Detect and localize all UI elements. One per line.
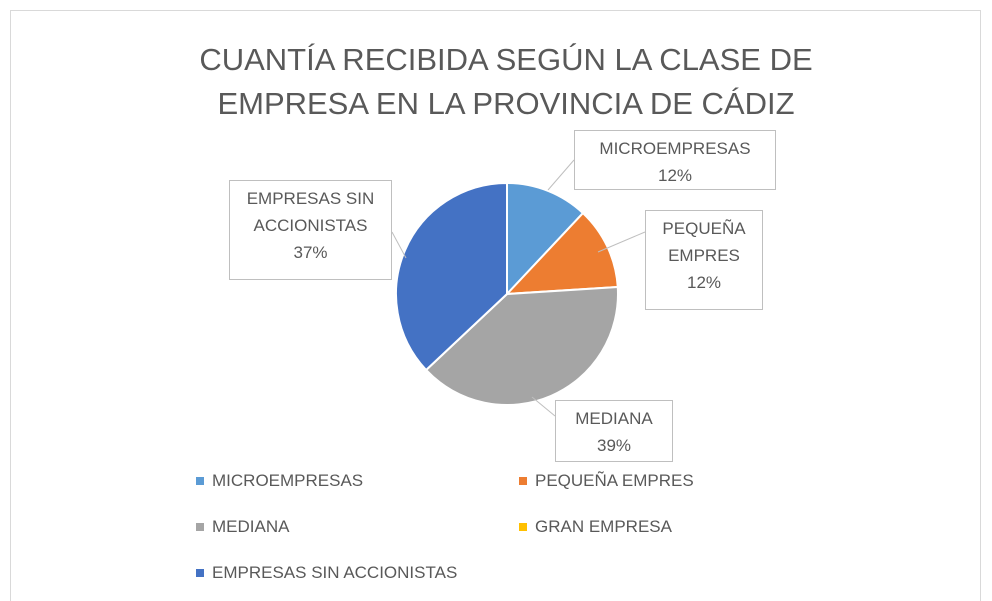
data-label-value: 39% <box>596 436 632 455</box>
data-label-category: EMPRESAS SIN ACCIONISTAS <box>246 189 375 235</box>
legend-text: GRAN EMPRESA <box>535 517 672 536</box>
legend-swatch <box>519 523 527 531</box>
legend-text: EMPRESAS SIN ACCIONISTAS <box>212 563 458 582</box>
pie-slice <box>425 286 619 406</box>
legend-label: GRAN EMPRESA <box>535 517 672 537</box>
legend-swatch <box>519 477 527 485</box>
legend-label: PEQUEÑA EMPRES <box>535 471 694 491</box>
legend-label: EMPRESAS SIN ACCIONISTAS <box>212 563 457 583</box>
legend-label: MICROEMPRESAS <box>212 471 363 491</box>
data-label: EMPRESAS SIN ACCIONISTAS 37% <box>229 180 392 280</box>
legend-swatch <box>196 477 204 485</box>
legend-label: MEDIANA <box>212 517 289 537</box>
legend-text: MICROEMPRESAS <box>212 471 364 490</box>
legend-text: PEQUEÑA EMPRES <box>535 471 694 490</box>
data-label-value: 12% <box>657 166 693 185</box>
leader-line <box>531 396 556 417</box>
chart-title: CUANTÍA RECIBIDA SEGÚN LA CLASE DE EMPRE… <box>199 42 813 121</box>
legend-swatch <box>196 523 204 531</box>
leader-line <box>391 231 407 259</box>
data-label-value: 12% <box>686 273 722 292</box>
data-label: MICROEMPRESAS 12% <box>574 130 776 190</box>
leader-line <box>597 231 646 253</box>
leader-line <box>547 159 575 191</box>
data-label-category: PEQUEÑA EMPRES <box>662 219 746 265</box>
chart-frame <box>10 10 981 601</box>
data-label-category: MEDIANA <box>575 409 653 428</box>
data-label-value: 37% <box>293 243 328 262</box>
data-label: MEDIANA 39% <box>555 400 673 462</box>
pie-slice <box>395 182 508 371</box>
data-label-category: MICROEMPRESAS <box>599 139 751 158</box>
data-label: PEQUEÑA EMPRES 12% <box>645 210 763 310</box>
legend-swatch <box>196 569 204 577</box>
pie-slice <box>506 182 584 295</box>
pie-slice <box>506 212 619 295</box>
legend-text: MEDIANA <box>212 517 290 536</box>
